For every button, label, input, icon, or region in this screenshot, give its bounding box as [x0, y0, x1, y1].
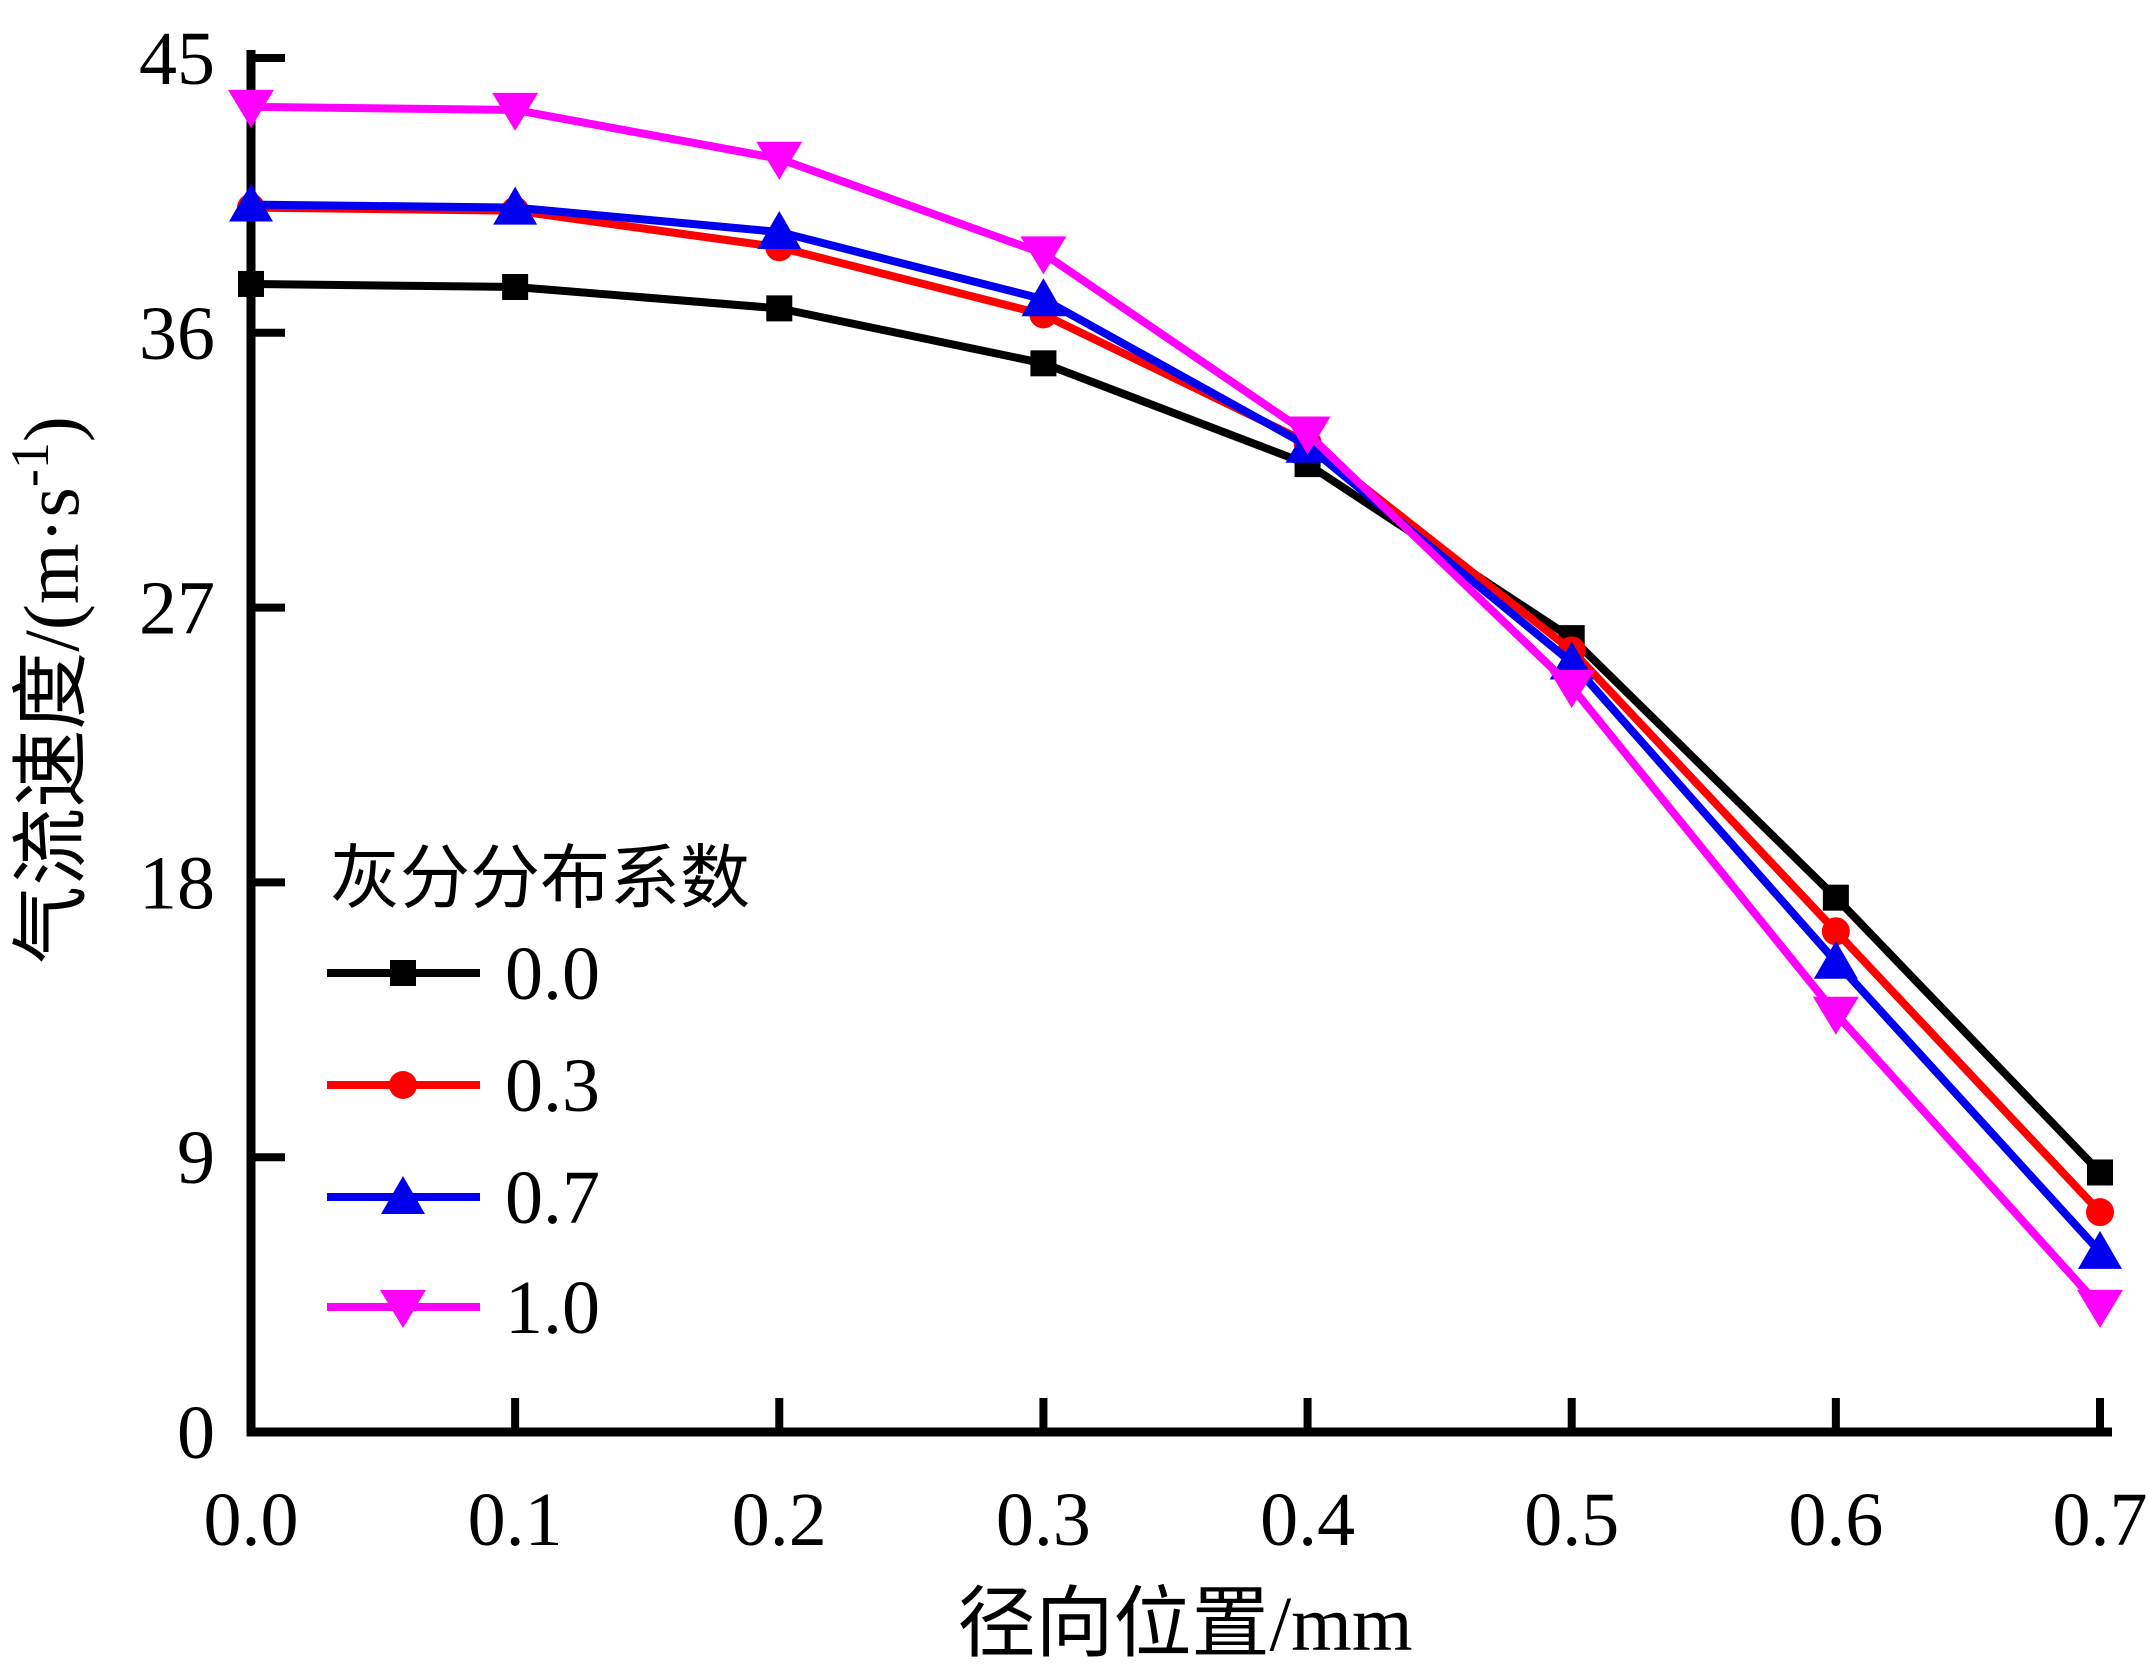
legend-row-1.0: 1.0 [327, 1266, 600, 1350]
data-point-marker-0.0 [502, 274, 529, 300]
data-point-marker-0.7 [757, 211, 802, 250]
data-point-marker-0.0 [1822, 884, 1849, 911]
data-point-marker-1.0 [1812, 996, 1859, 1035]
legend-marker-0.3 [389, 1071, 417, 1099]
legend-title: 灰分分布系数 [330, 841, 750, 918]
legend-label-0.0: 0.0 [505, 932, 600, 1016]
y-tick-label: 45 [139, 17, 215, 101]
x-tick-label: 0.0 [204, 1478, 299, 1562]
series-line-0.7 [250, 200, 2103, 1255]
data-point-marker-0.7 [2078, 1230, 2122, 1269]
y-tick-label: 0 [177, 1391, 215, 1475]
x-tick-label: 0.2 [732, 1478, 827, 1562]
data-point-marker-1.0 [228, 89, 274, 128]
x-tick-label: 0.1 [468, 1478, 563, 1562]
data-point-marker-0.0 [766, 295, 793, 322]
y-tick-label: 9 [177, 1116, 215, 1200]
legend-marker-0.0 [390, 960, 416, 986]
legend: 灰分分布系数 0.0 0.3 0.7 1.0 [327, 841, 750, 1350]
y-axis-title: 气流速度/(m·s-1) [0, 416, 95, 964]
series-line-0.0 [250, 279, 2103, 1176]
data-point-marker-1.0 [492, 92, 539, 131]
x-tick-label: 0.7 [2053, 1478, 2148, 1562]
data-point-marker-1.0 [756, 141, 803, 180]
y-tick-label: 18 [139, 841, 215, 925]
data-point-marker-1.0 [1284, 416, 1331, 455]
y-tick-label: 36 [139, 292, 215, 376]
x-tick-label: 0.6 [1788, 1478, 1883, 1562]
legend-marker-0.7 [381, 1176, 425, 1214]
data-point-marker-1.0 [2077, 1289, 2123, 1328]
legend-rows: 0.0 0.3 0.7 1.0 [327, 932, 600, 1350]
series-0.7 [229, 183, 2122, 1269]
legend-marker-1.0 [380, 1290, 426, 1328]
data-point-marker-1.0 [1548, 669, 1595, 708]
data-point-marker-0.7 [1813, 940, 1858, 979]
series-line-0.3 [250, 203, 2103, 1215]
data-point-marker-0.0 [1030, 350, 1057, 377]
legend-row-0.0: 0.0 [327, 932, 600, 1016]
axis-spines [246, 50, 2112, 1437]
x-tick-label: 0.4 [1260, 1478, 1355, 1562]
y-axis-tick-labels: 0 9 18 27 36 45 [139, 17, 215, 1475]
series-layer [228, 89, 2123, 1328]
x-axis-title: 径向位置/mm [957, 1580, 1412, 1667]
legend-label-0.3: 0.3 [505, 1044, 600, 1128]
y-tick-label: 27 [139, 567, 215, 651]
x-tick-label: 0.5 [1524, 1478, 1619, 1562]
x-axis-tick-labels: 0.0 0.1 0.2 0.3 0.4 0.5 0.6 0.7 [204, 1478, 2148, 1562]
data-point-marker-0.3 [2086, 1198, 2114, 1227]
x-axis-ticks [511, 1398, 2104, 1428]
series-1.0 [228, 89, 2123, 1328]
series-line-1.0 [250, 102, 2103, 1310]
y-axis-ticks [255, 54, 285, 1162]
legend-row-0.3: 0.3 [327, 1044, 600, 1128]
legend-label-0.7: 0.7 [505, 1156, 600, 1240]
data-point-marker-0.0 [238, 270, 264, 297]
data-point-marker-0.7 [1021, 278, 1066, 317]
x-tick-label: 0.3 [996, 1478, 1091, 1562]
data-point-marker-0.7 [493, 186, 538, 225]
legend-label-1.0: 1.0 [505, 1266, 600, 1350]
data-point-marker-1.0 [1020, 236, 1067, 275]
data-point-marker-0.0 [2087, 1159, 2113, 1186]
data-point-marker-0.7 [229, 183, 273, 222]
legend-row-0.7: 0.7 [327, 1156, 600, 1240]
data-point-marker-0.3 [1821, 917, 1850, 946]
